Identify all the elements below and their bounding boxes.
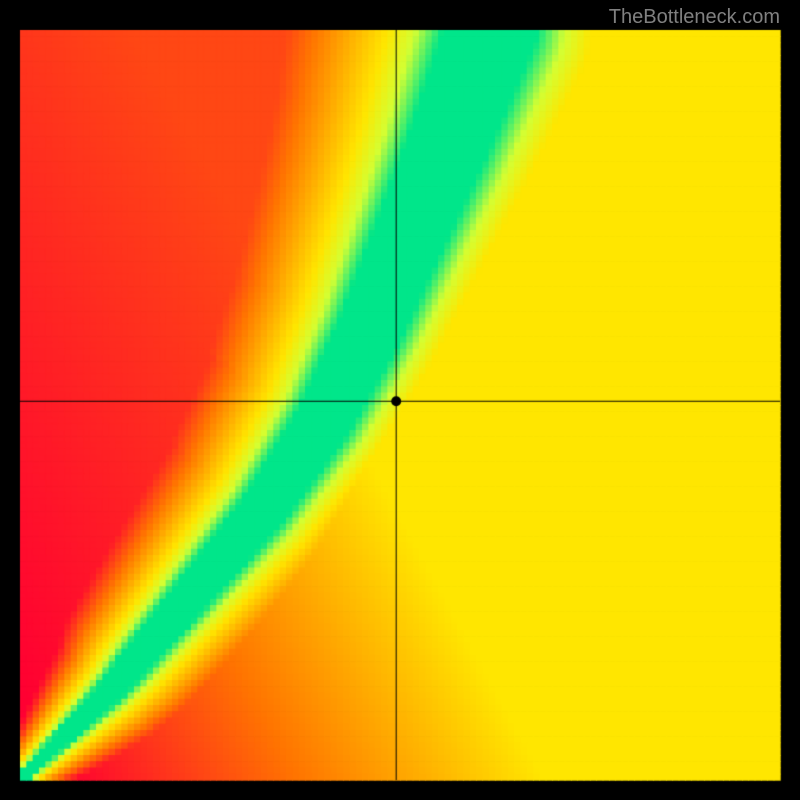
bottleneck-heatmap	[0, 0, 800, 800]
watermark-text: TheBottleneck.com	[609, 6, 780, 29]
chart-container: TheBottleneck.com	[0, 0, 800, 800]
